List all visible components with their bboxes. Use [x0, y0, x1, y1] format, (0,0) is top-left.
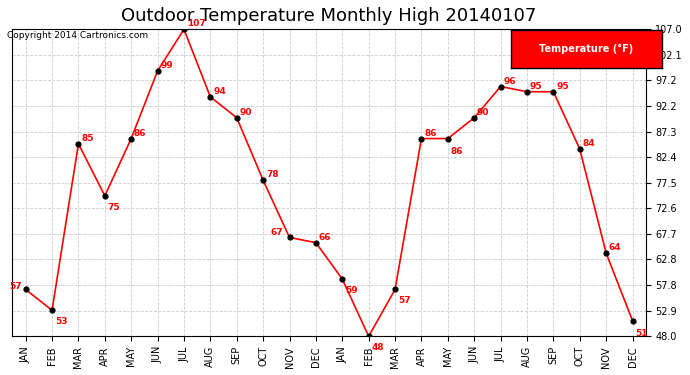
- Point: [73, 141, 84, 147]
- Text: 59: 59: [345, 286, 357, 295]
- Text: 96: 96: [504, 77, 516, 86]
- Point: [99, 193, 110, 199]
- Text: 90: 90: [239, 108, 252, 117]
- Text: 107: 107: [187, 20, 206, 28]
- Text: 86: 86: [424, 129, 437, 138]
- Point: [469, 115, 480, 121]
- Point: [126, 136, 137, 142]
- Point: [179, 26, 190, 32]
- Point: [152, 68, 163, 74]
- Point: [284, 234, 295, 240]
- Point: [522, 89, 533, 95]
- Text: 84: 84: [582, 139, 595, 148]
- Text: 85: 85: [81, 134, 94, 143]
- Point: [442, 136, 453, 142]
- Text: 57: 57: [9, 282, 21, 291]
- Point: [310, 240, 322, 246]
- Text: 51: 51: [635, 329, 648, 338]
- Point: [20, 286, 31, 292]
- Point: [363, 333, 374, 339]
- Text: 90: 90: [477, 108, 489, 117]
- Point: [627, 318, 638, 324]
- Point: [205, 94, 216, 100]
- Text: 99: 99: [160, 61, 173, 70]
- Text: 95: 95: [530, 82, 542, 91]
- Text: 53: 53: [55, 317, 68, 326]
- Text: Copyright 2014 Cartronics.com: Copyright 2014 Cartronics.com: [7, 30, 148, 39]
- Point: [231, 115, 242, 121]
- Text: 64: 64: [609, 243, 622, 252]
- Text: 66: 66: [319, 233, 331, 242]
- Text: Temperature (°F): Temperature (°F): [540, 44, 633, 54]
- Text: 57: 57: [398, 296, 411, 305]
- Point: [46, 307, 57, 313]
- Text: 78: 78: [266, 170, 279, 179]
- Title: Outdoor Temperature Monthly High 20140107: Outdoor Temperature Monthly High 2014010…: [121, 7, 537, 25]
- Text: 86: 86: [451, 147, 463, 156]
- Text: 67: 67: [270, 228, 283, 237]
- Point: [390, 286, 401, 292]
- Point: [548, 89, 559, 95]
- Text: 75: 75: [108, 203, 120, 212]
- Point: [257, 177, 268, 183]
- Point: [495, 84, 506, 90]
- Text: 94: 94: [213, 87, 226, 96]
- Point: [574, 146, 585, 152]
- Point: [337, 276, 348, 282]
- Text: 86: 86: [134, 129, 146, 138]
- Point: [600, 250, 611, 256]
- Text: 48: 48: [371, 343, 384, 352]
- Text: 95: 95: [556, 82, 569, 91]
- Point: [416, 136, 427, 142]
